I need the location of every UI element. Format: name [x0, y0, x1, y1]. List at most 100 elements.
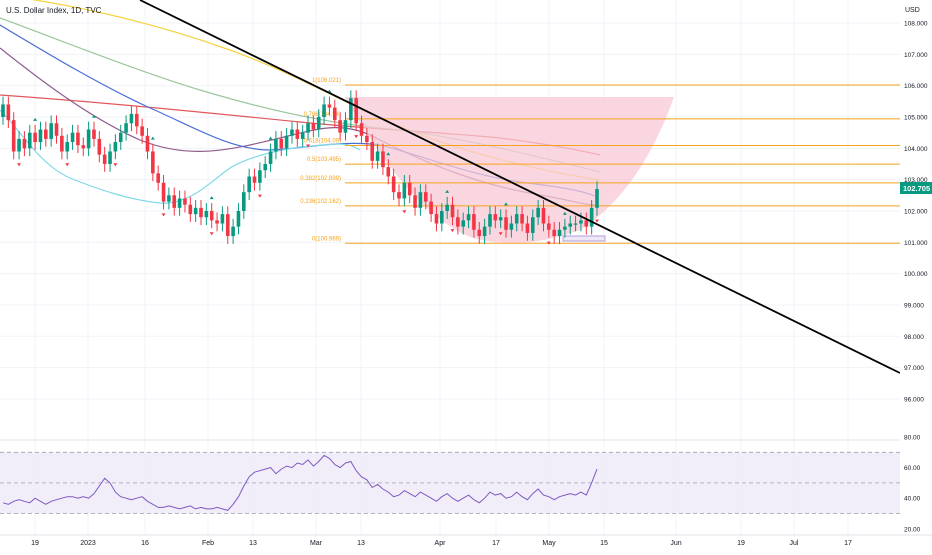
candle-body	[102, 154, 107, 164]
candle-body	[354, 98, 358, 124]
candle-body	[397, 192, 401, 199]
price-tick-label: 101.000	[904, 240, 928, 247]
candle-body	[536, 207, 540, 218]
candle-body	[284, 135, 289, 149]
candle-body	[60, 135, 64, 152]
candle-body	[338, 120, 342, 133]
price-tick-label: 100.000	[904, 271, 928, 278]
candle-body	[488, 214, 492, 227]
time-tick-label: 16	[141, 540, 149, 547]
candle-body	[504, 217, 508, 230]
fib-level-label: 0.382(102.899)	[300, 176, 341, 182]
candle-body	[27, 132, 32, 149]
candle-body	[92, 129, 96, 139]
candle-body	[370, 142, 375, 161]
candlesticks	[1, 89, 599, 245]
pivot-low-marker	[498, 232, 503, 236]
candle-body	[33, 132, 37, 143]
candle-body	[177, 198, 182, 208]
candle-body	[407, 182, 412, 196]
candle-body	[579, 220, 583, 224]
fib-level-label: 0.618(104.09)	[304, 139, 341, 145]
time-axis[interactable]: 19 2023 16 Feb 13 Mar 13 Apr 17 May 15 Jun 19 Jul 17	[0, 534, 932, 547]
candle-body	[258, 170, 262, 183]
candle-body	[391, 176, 396, 193]
candle-body	[450, 204, 455, 218]
candle-body	[418, 192, 423, 208]
candle-body	[493, 214, 498, 221]
time-tick-label: Mar	[310, 540, 323, 547]
candle-body	[300, 132, 305, 139]
time-tick-label: 17	[844, 540, 852, 547]
pivot-low-marker	[113, 163, 118, 167]
rsi-tick-label: 40.00	[904, 496, 921, 503]
candle-body	[327, 104, 332, 108]
candle-body	[124, 123, 128, 133]
candle-body	[482, 226, 487, 237]
candle-body	[472, 214, 476, 230]
candle-body	[247, 176, 251, 193]
candle-body	[423, 192, 428, 202]
fib-level-label: 1(106.021)	[312, 78, 341, 84]
candle-body	[188, 204, 193, 215]
current-price-tag: 102.705	[900, 182, 932, 194]
candle-body	[38, 129, 43, 143]
candle-body	[332, 107, 337, 121]
price-tick-label: 97.000	[904, 365, 924, 372]
candle-body	[236, 210, 241, 227]
candle-body	[76, 132, 80, 146]
candle-body	[595, 189, 599, 208]
pivot-high-marker	[150, 136, 155, 140]
candle-body	[568, 223, 573, 227]
candle-body	[263, 163, 268, 171]
price-tick-label: 99.000	[904, 302, 924, 309]
candle-body	[279, 138, 284, 149]
candle-body	[349, 98, 353, 121]
candle-body	[86, 129, 91, 149]
trendline[interactable]	[139, 0, 901, 374]
candle-body	[584, 220, 589, 227]
candle-body	[17, 138, 21, 152]
candle-body	[193, 207, 198, 215]
pivot-high-marker	[386, 152, 391, 156]
pivot-low-marker	[209, 232, 214, 236]
time-tick-label: May	[542, 540, 556, 547]
candle-body	[1, 104, 5, 117]
candle-body	[70, 132, 75, 143]
candle-body	[220, 214, 225, 224]
pivot-high-marker	[562, 211, 567, 215]
time-tick-label: 13	[357, 540, 365, 547]
candle-body	[274, 138, 278, 152]
candle-body	[573, 223, 578, 225]
time-tick-label: 17	[492, 540, 500, 547]
pivot-high-marker	[268, 136, 273, 140]
candle-body	[97, 138, 102, 155]
price-tick-label: 105.000	[904, 114, 928, 121]
pivot-low-marker	[546, 241, 551, 245]
pivot-low-marker	[595, 219, 599, 223]
currency-label: USD	[905, 7, 920, 14]
fibonacci-levels: 1(106.021)0.786(104.94)0.618(104.09)0.5(…	[300, 78, 900, 244]
candle-body	[215, 220, 219, 224]
candle-body	[161, 182, 166, 202]
current-price-label: 102.705	[903, 184, 930, 193]
candle-body	[375, 151, 380, 161]
highlight-box	[562, 235, 606, 242]
candle-body	[466, 214, 471, 221]
fib-level-label: 0(100.969)	[312, 236, 341, 242]
candle-body	[242, 192, 246, 211]
price-tick-label: 103.000	[904, 177, 928, 184]
candle-body	[547, 223, 551, 230]
candle-body	[381, 151, 385, 168]
symbol-title[interactable]: U.S. Dollar Index, 1D, TVC	[6, 6, 102, 15]
candle-body	[434, 214, 439, 224]
candle-body	[552, 229, 556, 237]
price-tick-label: 106.000	[904, 83, 928, 90]
candle-body	[22, 138, 27, 149]
candle-body	[365, 135, 369, 143]
pivot-low-marker	[306, 144, 311, 148]
pivot-high-marker	[91, 114, 96, 118]
candle-body	[525, 223, 530, 233]
